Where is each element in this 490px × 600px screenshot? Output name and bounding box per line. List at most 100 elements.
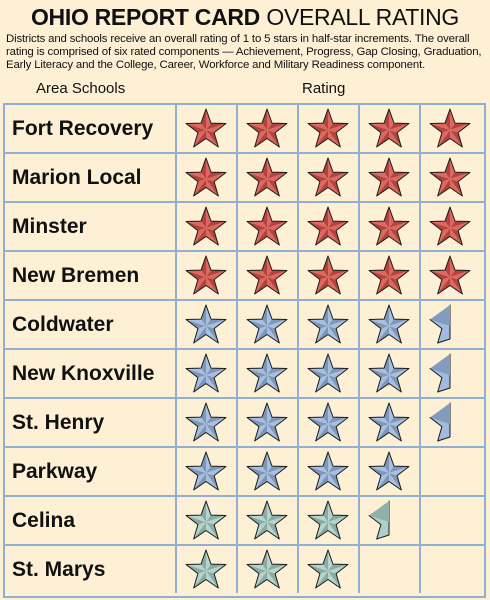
star-icon (429, 255, 471, 295)
half-star-icon (368, 500, 390, 540)
rating-cell (238, 546, 299, 593)
star-icon (185, 108, 227, 148)
rating-cell (177, 154, 238, 201)
rating-cell (177, 546, 238, 593)
description: Districts and schools receive an overall… (6, 33, 482, 71)
star-icon (307, 549, 349, 589)
rating-cell (360, 448, 421, 495)
star-icon (368, 206, 410, 246)
star-icon (246, 157, 288, 197)
school-row: Marion Local (5, 154, 484, 203)
rating-cell (421, 301, 482, 348)
rating-cell (238, 154, 299, 201)
school-row: St. Marys (5, 546, 484, 595)
school-name: Parkway (5, 448, 177, 495)
star-icon (307, 206, 349, 246)
rating-cell (421, 497, 482, 544)
rating-cell (299, 203, 360, 250)
star-icon (429, 206, 471, 246)
star-icon (246, 255, 288, 295)
rating-cell (360, 399, 421, 446)
rating-cell (299, 154, 360, 201)
school-row: Coldwater (5, 301, 484, 350)
rating-cell (299, 301, 360, 348)
rating-cell (238, 350, 299, 397)
star-icon (368, 402, 410, 442)
rating-cell (299, 252, 360, 299)
rating-table: Fort Recovery Marion Local Minster New Brem… (3, 103, 486, 598)
star-icon (246, 304, 288, 344)
rating-cell (421, 154, 482, 201)
school-row: New Bremen (5, 252, 484, 301)
star-icon (307, 500, 349, 540)
school-name: Marion Local (5, 154, 177, 201)
star-icon (246, 451, 288, 491)
star-icon (185, 206, 227, 246)
star-icon (185, 549, 227, 589)
rating-cell (177, 350, 238, 397)
star-icon (246, 353, 288, 393)
school-name: St. Marys (5, 546, 177, 593)
school-name: New Knoxville (5, 350, 177, 397)
column-header-schools: Area Schools (36, 80, 126, 97)
school-row: Minster (5, 203, 484, 252)
star-icon (368, 451, 410, 491)
rating-cell (421, 350, 482, 397)
rating-cell (421, 448, 482, 495)
star-icon (185, 500, 227, 540)
rating-cell (238, 448, 299, 495)
rating-cell (360, 154, 421, 201)
star-icon (307, 451, 349, 491)
rating-cell (177, 448, 238, 495)
half-star-icon (429, 304, 451, 344)
rating-cell (299, 105, 360, 152)
star-icon (307, 255, 349, 295)
page-title: OHIO REPORT CARD OVERALL RATING (0, 3, 490, 31)
school-row: New Knoxville (5, 350, 484, 399)
half-star-icon (429, 353, 451, 393)
star-icon (246, 500, 288, 540)
star-icon (185, 304, 227, 344)
star-icon (368, 157, 410, 197)
rating-cell (360, 105, 421, 152)
star-icon (368, 108, 410, 148)
rating-cell (238, 399, 299, 446)
star-icon (368, 353, 410, 393)
rating-cell (299, 546, 360, 593)
title-light: OVERALL RATING (266, 4, 460, 30)
star-icon (368, 304, 410, 344)
column-header-rating: Rating (302, 80, 346, 97)
star-icon (185, 255, 227, 295)
star-icon (246, 206, 288, 246)
rating-cell (177, 203, 238, 250)
rating-cell (421, 399, 482, 446)
star-icon (185, 353, 227, 393)
rating-cell (238, 497, 299, 544)
rating-cell (421, 203, 482, 250)
star-icon (307, 157, 349, 197)
star-icon (307, 304, 349, 344)
school-name: St. Henry (5, 399, 177, 446)
school-name: New Bremen (5, 252, 177, 299)
rating-cell (238, 252, 299, 299)
school-row: Fort Recovery (5, 105, 484, 154)
star-icon (246, 108, 288, 148)
rating-cell (299, 497, 360, 544)
star-icon (246, 402, 288, 442)
rating-cell (238, 301, 299, 348)
rating-cell (360, 252, 421, 299)
star-icon (368, 255, 410, 295)
star-icon (185, 451, 227, 491)
star-icon (185, 402, 227, 442)
school-name: Coldwater (5, 301, 177, 348)
rating-cell (299, 448, 360, 495)
rating-cell (177, 497, 238, 544)
rating-cell (360, 203, 421, 250)
half-star-icon (429, 402, 451, 442)
star-icon (185, 157, 227, 197)
rating-cell (177, 301, 238, 348)
rating-cell (360, 497, 421, 544)
rating-cell (177, 105, 238, 152)
rating-cell (299, 350, 360, 397)
rating-cell (177, 399, 238, 446)
